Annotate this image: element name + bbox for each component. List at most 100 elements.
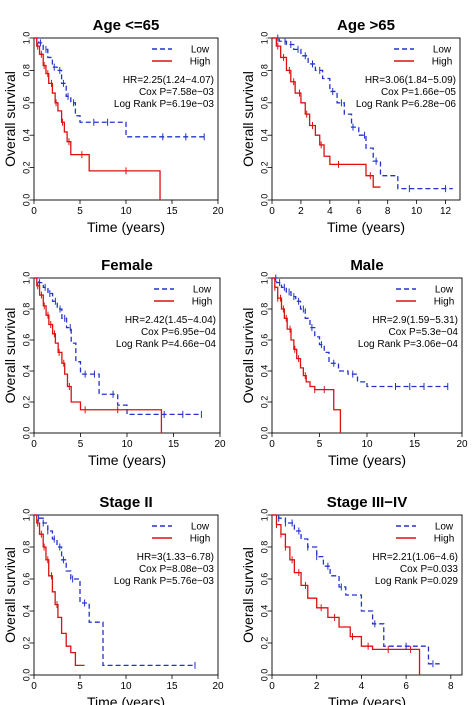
y-tick-label: 0.0 [21, 427, 31, 440]
y-axis-label: Overall survival [240, 308, 256, 404]
x-tick-label: 6 [403, 681, 409, 692]
km-panel: Stage II 0 5 10 15 20 0.0 0.2 0.4 0.6 0.8 1.0 Time (… [2, 494, 224, 705]
plot-frame [271, 37, 461, 201]
y-tick-label: 0.6 [21, 573, 31, 586]
stats-text: Cox P=5.3e−04 [389, 327, 459, 338]
legend-label: Low [433, 45, 452, 56]
y-tick-label: 1.0 [21, 32, 31, 45]
stats-text: Log Rank P=6.28e−06 [356, 99, 457, 110]
y-tick-label: 0.8 [259, 64, 269, 77]
y-tick-label: 0.2 [21, 396, 31, 409]
x-tick-label: 2 [298, 206, 304, 217]
x-tick-label: 0 [31, 206, 37, 217]
y-tick-label: 0.0 [259, 194, 269, 207]
y-tick-label: 0.6 [21, 334, 31, 347]
x-tick-label: 0 [269, 681, 275, 692]
y-tick-label: 0.4 [259, 605, 269, 618]
x-tick-label: 4 [359, 681, 365, 692]
x-tick-label: 0 [31, 681, 37, 692]
y-tick-label: 0.8 [259, 541, 269, 554]
stats-text: HR=3(1.33−6.78) [137, 552, 214, 563]
survival-curve-low [272, 514, 440, 665]
km-panel: Age <=65 0 5 10 15 20 0.0 0.2 0.4 0.6 0.8 1.0 Time (… [2, 17, 224, 235]
stats-text: HR=3.06(1.84−5.09) [365, 75, 456, 86]
y-tick-label: 0.8 [21, 64, 31, 77]
survival-curve-high [34, 37, 161, 200]
stats-text: Log Rank P=6.19e−03 [114, 99, 215, 110]
x-axis-label: Time (years) [328, 694, 406, 705]
km-panel: Age >65 0 2 4 6 8 10 12 0.0 0.2 0.4 0.6 0.8 1.0 Time (… [240, 17, 461, 235]
x-tick-label: 5 [77, 206, 83, 217]
survival-curve-low [34, 277, 202, 416]
y-tick-label: 0.4 [21, 605, 31, 618]
y-tick-label: 0.6 [259, 97, 269, 110]
x-tick-label: 10 [361, 439, 373, 450]
legend-label: High [432, 57, 453, 68]
legend-label: High [434, 534, 455, 545]
y-tick-label: 1.0 [259, 32, 269, 45]
y-tick-label: 0.6 [259, 334, 269, 347]
x-tick-label: 20 [456, 439, 468, 450]
x-tick-label: 10 [120, 681, 132, 692]
x-tick-label: 10 [121, 439, 133, 450]
survival-curve-low [272, 37, 453, 190]
x-tick-label: 10 [411, 206, 423, 217]
legend-label: High [190, 534, 211, 545]
x-tick-label: 6 [356, 206, 362, 217]
x-tick-label: 5 [78, 439, 84, 450]
stats-text: HR=2.25(1.24−4.07) [123, 75, 214, 86]
survival-curve-high [272, 37, 381, 188]
legend-label: Low [191, 522, 210, 533]
x-tick-label: 8 [385, 206, 391, 217]
legend-label: Low [435, 285, 454, 296]
x-tick-label: 0 [269, 206, 275, 217]
x-axis-label: Time (years) [87, 694, 165, 705]
x-tick-label: 15 [166, 206, 178, 217]
y-tick-label: 1.0 [259, 272, 269, 285]
y-tick-label: 0.2 [259, 396, 269, 409]
x-tick-label: 15 [166, 681, 178, 692]
stats-text: HR=2.21(1.06−4.6) [372, 552, 458, 563]
y-tick-label: 0.8 [21, 541, 31, 554]
x-tick-label: 20 [214, 439, 226, 450]
legend-label: Low [191, 45, 210, 56]
panel-title: Stage III−IV [327, 494, 407, 511]
y-tick-label: 0.4 [259, 129, 269, 142]
y-tick-label: 0.8 [259, 303, 269, 316]
y-tick-label: 1.0 [21, 509, 31, 522]
y-tick-label: 0.6 [21, 97, 31, 110]
x-tick-label: 20 [212, 681, 224, 692]
km-panel: Female 0 5 10 15 20 0.0 0.2 0.4 0.6 0.8 1.0 Time (ye… [2, 257, 226, 468]
panel-title: Female [101, 257, 153, 274]
y-tick-label: 0.0 [259, 427, 269, 440]
y-tick-label: 0.4 [21, 365, 31, 378]
legend-label: High [190, 57, 211, 68]
x-tick-label: 4 [327, 206, 333, 217]
x-tick-label: 2 [314, 681, 320, 692]
legend-label: High [192, 297, 213, 308]
stats-text: Log Rank P=5.76e−03 [114, 576, 215, 587]
x-tick-label: 20 [212, 206, 224, 217]
y-axis-label: Overall survival [2, 308, 18, 404]
x-axis-label: Time (years) [87, 219, 165, 235]
stats-text: Cox P=7.58e−03 [139, 87, 214, 98]
y-tick-label: 0.2 [21, 637, 31, 650]
legend-label: Low [435, 522, 454, 533]
stats-text: HR=2.9(1.59−5.31) [372, 315, 458, 326]
y-tick-label: 0.8 [21, 303, 31, 316]
x-tick-label: 10 [120, 206, 132, 217]
km-panel: Male 0 5 10 15 20 0.0 0.2 0.4 0.6 0.8 1.0 Time (year… [240, 257, 468, 468]
x-tick-label: 5 [77, 681, 83, 692]
survival-curve-low [34, 37, 205, 138]
x-tick-label: 0 [31, 439, 37, 450]
y-tick-label: 0.0 [21, 669, 31, 682]
y-tick-label: 0.2 [259, 161, 269, 174]
y-tick-label: 0.2 [259, 637, 269, 650]
panel-title: Male [350, 257, 383, 274]
y-tick-label: 1.0 [21, 272, 31, 285]
x-tick-label: 15 [409, 439, 421, 450]
x-tick-label: 0 [269, 439, 275, 450]
survival-curve-low [34, 514, 195, 667]
stats-text: Cox P=6.95e−04 [141, 327, 216, 338]
